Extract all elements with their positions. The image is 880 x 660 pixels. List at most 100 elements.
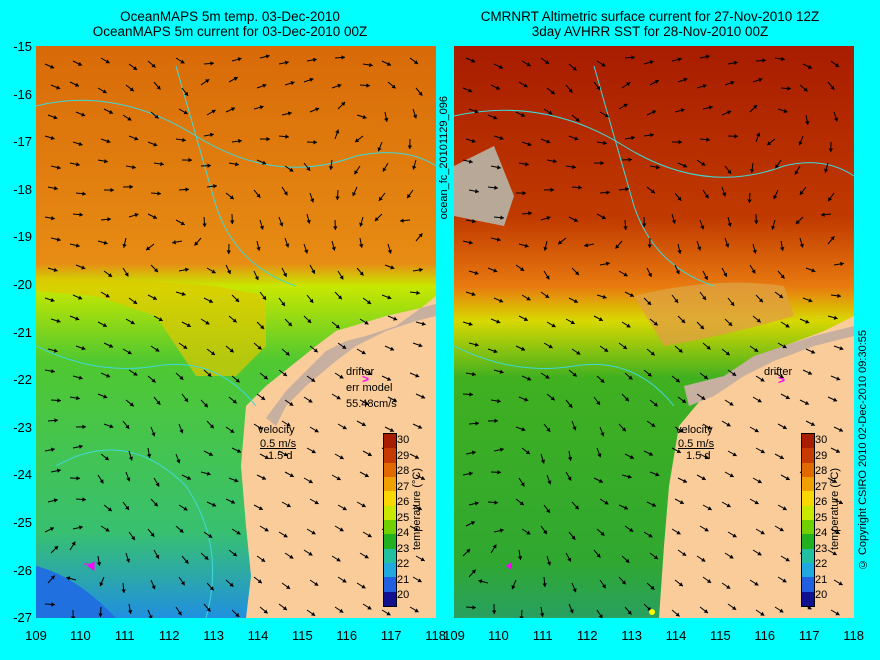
current-vector-head [414,527,419,532]
right-velocity-days: 1.5 d [686,450,711,462]
current-vector-head [109,424,114,429]
colorbar-swatch [802,491,814,506]
current-vector-head [629,527,634,532]
current-vector-head [550,90,555,95]
current-vector-head [50,135,55,140]
current-vector-head [785,557,790,562]
current-vector-head [263,609,268,614]
current-vector-head [263,375,268,380]
current-vector-head [604,347,609,352]
longitude-tick-label: 117 [380,628,402,643]
current-vector-head [780,246,785,251]
current-vector-head [520,346,526,351]
current-vector-head [526,296,531,301]
drifter-marker [84,561,95,571]
current-vector-head [795,219,800,224]
current-vector-head [681,399,687,403]
current-vector-head [211,269,216,274]
right-title-line1: CMRNRT Altimetric surface current for 27… [480,9,820,24]
current-vector-head [400,218,404,223]
current-vector-head [834,63,840,67]
current-vector-head [628,157,632,162]
current-vector-head [257,579,262,584]
current-vector-head [500,215,504,220]
current-vector-head [156,85,161,90]
current-vector-head [732,605,737,610]
current-vector-head [468,88,473,93]
current-vector-head [254,275,259,281]
current-vector-head [339,608,344,613]
current-vector-head [527,142,532,147]
longitude-tick-label: 113 [203,628,224,643]
current-vector-head [758,298,763,303]
current-vector-head [261,557,266,562]
current-vector-head [647,272,652,277]
current-vector-head [729,554,734,559]
current-vector-head [308,479,313,484]
current-vector-head [258,506,263,510]
current-vector-head [807,64,812,69]
current-vector-head [66,576,71,581]
current-vector-head [550,396,555,401]
current-vector-head [782,344,787,349]
current-vector-head [782,578,787,583]
current-vector-head [682,478,687,483]
current-vector-head [730,80,735,85]
current-vector-head [732,371,737,376]
current-vector-head [153,142,158,147]
current-vector-head [567,476,572,481]
current-vector-head [491,610,497,614]
current-vector-head [367,371,372,376]
current-vector-head [387,249,392,254]
current-vector-head [575,117,580,122]
right-title-line2: 3day AVHRR SST for 28-Nov-2010 00Z [531,24,769,39]
current-vector-head [146,454,152,458]
current-vector-head [650,351,655,356]
current-vector-head [804,400,809,405]
current-vector-head [544,60,550,64]
current-vector-head [574,505,579,510]
current-vector-head [413,60,419,64]
current-vector-head [649,60,654,65]
current-vector-head [333,226,338,230]
current-vector-head [674,298,679,303]
current-vector-head [807,370,813,375]
current-vector-head [499,528,504,533]
colorbar-swatch [802,534,814,549]
left-velocity-label: velocity [258,424,295,436]
current-vector-head [352,191,357,197]
current-vector-head [621,427,626,432]
current-vector-head [132,164,136,170]
current-vector-field [44,54,426,618]
current-vector-head [337,295,342,300]
current-vector-head [650,585,655,590]
current-vector-head [420,557,425,562]
current-vector-head [647,244,652,248]
current-vector-head [177,611,182,616]
current-vector-head [210,351,215,356]
current-vector-head [417,506,422,510]
current-vector-head [627,610,632,615]
current-vector-head [361,584,366,589]
current-vector-head [56,237,61,242]
current-vector-head [374,216,379,221]
current-vector-head [648,533,653,538]
current-vector-head [558,240,563,245]
current-vector-head [389,346,395,351]
current-vector-head [56,85,61,90]
current-vector-head [96,562,102,566]
latitude-tick-label: -27 [13,610,32,626]
colorbar-tick-label: 29 [815,449,828,462]
longitude-tick-label: 115 [292,628,313,643]
current-vector-head [782,506,787,511]
current-vector-head [74,82,80,87]
current-vector-head [771,225,776,230]
current-vector-head [835,611,840,616]
current-vector-head [499,298,504,303]
current-vector-head [342,344,347,349]
current-vector-head [474,109,479,114]
current-vector-head [155,554,160,559]
current-vector-head [775,164,780,169]
latitude-tick-label: -25 [13,515,32,530]
current-vector-head [760,530,765,535]
